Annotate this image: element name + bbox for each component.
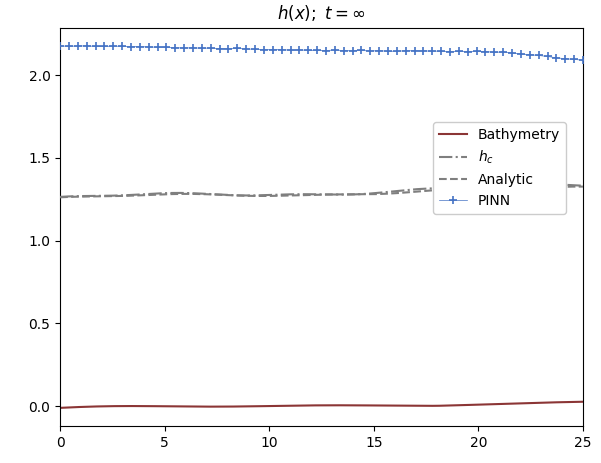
Bathymetry — [366, 403, 373, 408]
Bathymetry — [531, 400, 538, 406]
Analytic — [366, 192, 373, 197]
PINN — [154, 44, 161, 50]
Bathymetry — [56, 405, 64, 411]
$h_c$ — [366, 191, 373, 196]
Analytic — [58, 194, 66, 200]
Line: Analytic: Analytic — [60, 187, 583, 197]
Analytic — [376, 191, 383, 197]
Bathymetry — [376, 403, 383, 408]
Bathymetry — [368, 403, 375, 408]
PINN — [234, 46, 241, 51]
$h_c$ — [535, 181, 543, 187]
Analytic — [574, 184, 581, 189]
PINN — [83, 43, 90, 49]
Bathymetry — [497, 401, 504, 407]
Analytic — [531, 185, 538, 190]
Line: PINN: PINN — [56, 42, 587, 64]
Analytic — [56, 194, 64, 200]
Bathymetry — [58, 405, 66, 411]
PINN — [579, 57, 587, 63]
Analytic — [497, 186, 504, 191]
PINN — [56, 43, 64, 49]
$h_c$ — [497, 183, 504, 188]
Legend: Bathymetry, $h_c$, Analytic, PINN: Bathymetry, $h_c$, Analytic, PINN — [433, 122, 566, 213]
Bathymetry — [579, 399, 587, 405]
$h_c$ — [56, 194, 64, 200]
$h_c$ — [579, 183, 587, 188]
$h_c$ — [531, 181, 538, 187]
Line: $h_c$: $h_c$ — [60, 184, 583, 197]
Title: $h(x);\ t = \infty$: $h(x);\ t = \infty$ — [277, 3, 366, 24]
$h_c$ — [368, 191, 375, 196]
$h_c$ — [376, 190, 383, 195]
PINN — [198, 45, 206, 51]
PINN — [216, 46, 223, 51]
$h_c$ — [58, 194, 66, 200]
Analytic — [579, 184, 587, 189]
PINN — [393, 49, 400, 54]
Analytic — [368, 191, 375, 197]
Line: Bathymetry: Bathymetry — [60, 402, 583, 408]
PINN — [243, 46, 250, 52]
